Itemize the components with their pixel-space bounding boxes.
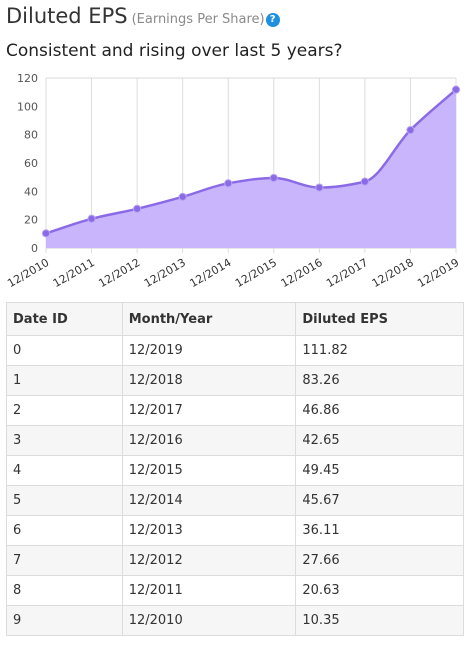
cell-month-year: 12/2014 [121,485,297,516]
cell-diluted-eps: 42.65 [295,425,464,456]
data-point [406,125,415,135]
column-header-diluted-eps: Diluted EPS [295,302,464,336]
cell-date-id: 3 [6,425,123,456]
x-tick-label: 12/2015 [233,256,279,290]
header: Diluted EPS (Earnings Per Share)? [6,4,280,28]
data-point [224,179,233,188]
x-tick-label: 12/2011 [51,256,97,290]
table-row: 1 12/2018 83.26 [6,365,464,396]
y-tick-label: 40 [24,185,38,198]
data-point [269,173,278,183]
page-title: Diluted EPS [6,4,128,28]
cell-month-year: 12/2013 [121,515,297,546]
x-axis-ticks: 12/2010 12/2011 12/2012 12/2013 12/2014 12/20… [5,256,461,290]
cell-diluted-eps: 111.82 [295,335,464,366]
cell-month-year: 12/2010 [121,605,297,636]
y-tick-label: 80 [24,129,38,142]
page-subtitle: (Earnings Per Share) [131,12,265,27]
table-row: 4 12/2015 49.45 [6,455,464,486]
x-tick-label: 12/2018 [370,256,416,290]
y-tick-label: 20 [24,214,38,227]
x-tick-label: 12/2010 [5,256,51,290]
y-tick-label: 0 [31,242,38,255]
cell-diluted-eps: 10.35 [295,605,464,636]
table-row: 3 12/2016 42.65 [6,425,464,456]
y-tick-label: 60 [24,157,38,170]
table-row: 0 12/2019 111.82 [6,335,464,366]
cell-month-year: 12/2012 [121,545,297,576]
question-text: Consistent and rising over last 5 years? [6,41,343,61]
cell-diluted-eps: 46.86 [295,395,464,426]
cell-date-id: 5 [6,485,123,516]
cell-month-year: 12/2016 [121,425,297,456]
data-point [133,204,142,213]
cell-month-year: 12/2017 [121,395,297,426]
series-area-fill [46,89,456,248]
series-line [45,88,457,235]
column-header-month-year: Month/Year [121,302,297,336]
table-row: 5 12/2014 45.67 [6,485,464,516]
cell-date-id: 7 [6,545,123,576]
table-row: 6 12/2013 36.11 [6,515,464,546]
data-point [315,183,324,192]
x-tick-label: 12/2019 [415,256,461,290]
question-circle-icon[interactable]: ? [265,13,280,27]
data-point [41,229,51,238]
x-tick-label: 12/2017 [324,256,370,290]
cell-date-id: 8 [6,575,123,606]
data-point [451,85,461,94]
y-tick-label: 120 [17,72,38,85]
cell-date-id: 4 [6,455,123,486]
table-header-row: Date ID Month/Year Diluted EPS [6,302,464,336]
cell-diluted-eps: 20.63 [295,575,464,606]
cell-date-id: 1 [6,365,123,396]
data-point [360,177,369,186]
eps-table-wrap: Date ID Month/Year Diluted EPS 0 12/2019 1… [6,302,464,636]
chart-markers [41,85,461,238]
x-tick-label: 12/2013 [142,256,188,290]
table-row: 8 12/2011 20.63 [6,575,464,606]
data-point [178,192,187,201]
cell-month-year: 12/2015 [121,455,297,486]
cell-diluted-eps: 83.26 [295,365,464,396]
cell-diluted-eps: 27.66 [295,545,464,576]
cell-diluted-eps: 49.45 [295,455,464,486]
table-row: 7 12/2012 27.66 [6,545,464,576]
table-row: 2 12/2017 46.86 [6,395,464,426]
x-tick-label: 12/2012 [96,256,142,290]
cell-date-id: 2 [6,395,123,426]
eps-table: Date ID Month/Year Diluted EPS 0 12/2019 1… [6,302,464,636]
cell-month-year: 12/2018 [121,365,297,396]
column-header-date-id: Date ID [6,302,123,336]
cell-date-id: 6 [6,515,123,546]
x-tick-label: 12/2014 [187,256,233,290]
y-axis-ticks: 0 20 40 60 80 100 120 [17,72,38,255]
x-tick-label: 12/2016 [279,256,325,290]
cell-month-year: 12/2011 [121,575,297,606]
cell-date-id: 0 [6,335,123,366]
cell-diluted-eps: 45.67 [295,485,464,516]
cell-month-year: 12/2019 [121,335,297,366]
y-tick-label: 100 [17,100,38,113]
cell-date-id: 9 [6,605,123,636]
data-point [87,214,96,223]
table-row: 9 12/2010 10.35 [6,605,464,636]
cell-diluted-eps: 36.11 [295,515,464,546]
chart-area-layer [45,88,457,248]
